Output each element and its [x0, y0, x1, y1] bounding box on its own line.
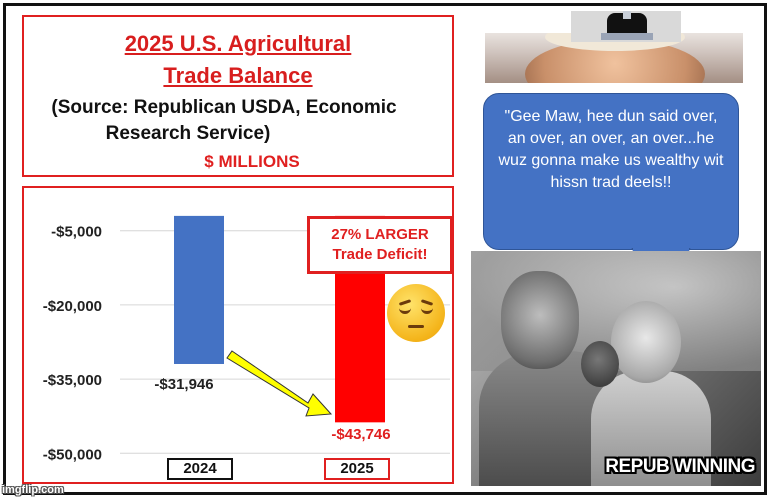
bar-2024: [174, 215, 224, 364]
units-label: $ MILLIONS: [204, 152, 300, 171]
chart-panel: -$5,000 -$20,000 -$35,000 -$50,000 -$31,946 -…: [22, 186, 454, 484]
deficit-callout: 27% LARGER Trade Deficit!: [307, 216, 453, 274]
crown-icon: [571, 11, 681, 42]
y-tick-label: -$50,000: [43, 446, 102, 463]
y-tick-label: -$20,000: [43, 298, 102, 315]
chart-title-line2: Trade Balance: [163, 63, 313, 88]
mother-child-photo: REPUB WINNING: [471, 251, 761, 486]
speech-bubble-text: "Gee Maw, hee dun said over, an over, an…: [498, 108, 724, 191]
callout-line2: Trade Deficit!: [332, 246, 428, 263]
title-panel: 2025 U.S. Agricultural Trade Balance (So…: [22, 15, 454, 177]
y-tick-label: -$5,000: [51, 224, 102, 241]
photo-caption: REPUB WINNING: [605, 456, 755, 477]
pensive-face-icon: [387, 284, 445, 342]
value-label-2025: -$43,746: [331, 426, 390, 443]
chart-title-line1: 2025 U.S. Agricultural: [124, 31, 352, 56]
category-label-2024: 2024: [167, 458, 233, 480]
source-line2: Research Service): [105, 123, 271, 144]
callout-line1: 27% LARGER: [331, 226, 429, 243]
value-label-2024: -$31,946: [154, 376, 213, 393]
trend-arrow-icon: [226, 350, 333, 417]
watermark: imgflip.com: [2, 484, 64, 496]
category-label-2025: 2025: [324, 458, 390, 480]
source-line1: (Source: Republican USDA, Economic: [51, 97, 397, 118]
y-tick-label: -$35,000: [43, 372, 102, 389]
speech-bubble: "Gee Maw, hee dun said over, an over, an…: [483, 93, 739, 250]
